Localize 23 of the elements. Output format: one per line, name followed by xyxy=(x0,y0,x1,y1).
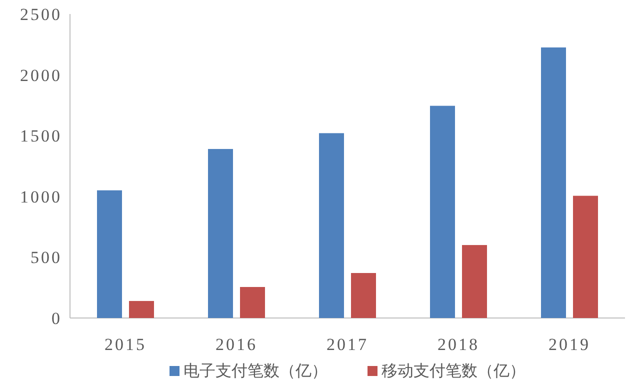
y-tick-label: 2500 xyxy=(20,5,62,24)
y-tick-label: 0 xyxy=(52,309,62,328)
x-tick-label: 2015 xyxy=(104,335,146,354)
legend-label: 电子支付笔数（亿） xyxy=(184,362,328,380)
x-tick-label: 2017 xyxy=(326,335,368,354)
legend-label: 移动支付笔数（亿） xyxy=(382,362,526,380)
x-tick-label: 2019 xyxy=(548,335,590,354)
x-tick-label: 2018 xyxy=(438,335,480,354)
y-tick-label: 1500 xyxy=(20,126,62,146)
bar xyxy=(97,190,122,318)
bar xyxy=(462,245,487,318)
x-tick-label: 2016 xyxy=(216,335,258,354)
bar xyxy=(351,273,376,318)
bar xyxy=(208,148,233,318)
y-tick-label: 500 xyxy=(30,248,62,268)
y-tick-label: 2000 xyxy=(20,66,62,85)
bar xyxy=(319,133,344,318)
bar xyxy=(541,47,566,318)
bar xyxy=(573,196,598,318)
bar xyxy=(240,286,265,318)
bar xyxy=(129,300,154,318)
bar xyxy=(430,106,455,318)
y-tick-label: 1000 xyxy=(20,187,62,206)
